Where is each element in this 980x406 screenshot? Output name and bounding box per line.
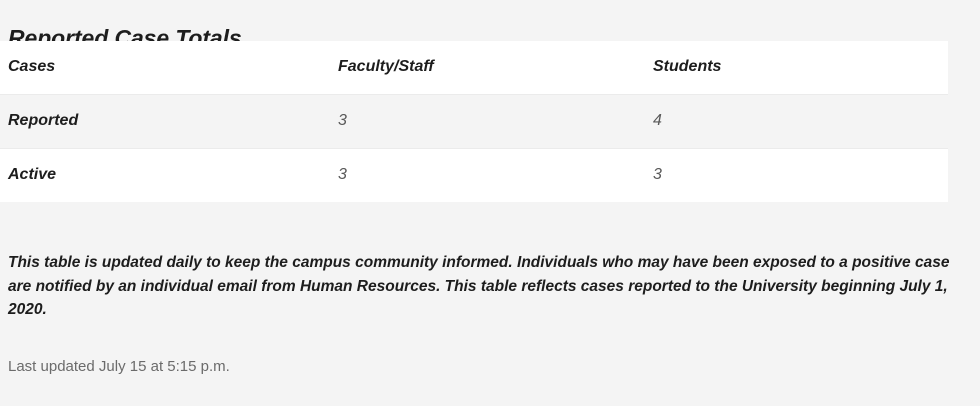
cell-active-students: 3 <box>653 166 662 183</box>
last-updated-timestamp: Last updated July 15 at 5:15 p.m. <box>8 358 230 375</box>
cell-reported-students: 4 <box>653 112 662 129</box>
table-header-row: Cases Faculty/Staff Students <box>0 41 948 95</box>
table-body: Reported 3 4 Active 3 3 <box>0 94 948 202</box>
table-row: Reported 3 4 <box>0 94 948 149</box>
column-header-students: Students <box>653 58 722 75</box>
column-header-faculty-staff: Faculty/Staff <box>338 58 434 75</box>
column-header-cases: Cases <box>8 58 56 75</box>
table-note: This table is updated daily to keep the … <box>8 254 950 318</box>
cell-active-faculty-staff: 3 <box>338 166 347 183</box>
cell-reported-faculty-staff: 3 <box>338 112 347 129</box>
table-row: Active 3 3 <box>0 148 948 202</box>
table-header: Cases Faculty/Staff Students <box>0 41 948 95</box>
reported-case-totals-table: Cases Faculty/Staff Students Reported 3 … <box>0 41 948 202</box>
row-label-reported: Reported <box>8 112 79 129</box>
row-label-active: Active <box>8 166 57 183</box>
